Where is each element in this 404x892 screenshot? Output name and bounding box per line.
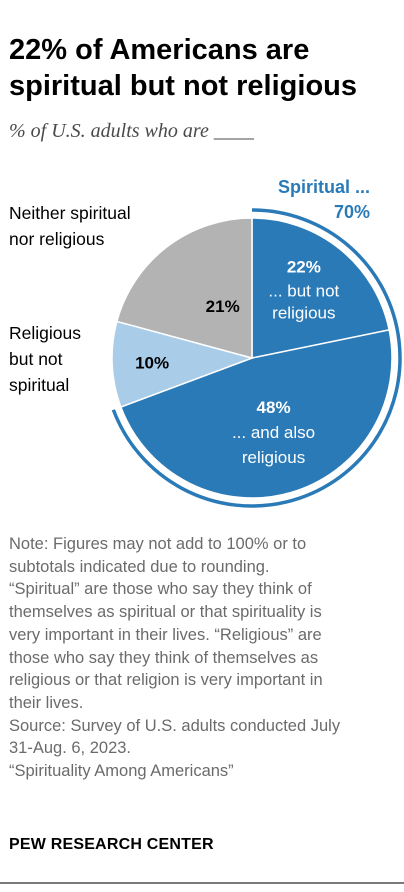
title-line-2: spiritual but not religious	[9, 70, 357, 102]
source-line: 31-Aug. 6, 2023.	[9, 739, 132, 758]
title-line-1: 22% of Americans are	[9, 34, 310, 66]
note-line: themselves as spiritual or that spiritua…	[9, 603, 322, 622]
outside-label-religious: spiritual	[9, 375, 69, 395]
pie-slice-3	[115, 217, 253, 359]
slice-value-label: 21%	[206, 297, 240, 316]
note-line: very important in their lives. “Religiou…	[9, 625, 322, 644]
note-line: their lives.	[9, 693, 84, 712]
outside-label-religious: but not	[9, 349, 63, 369]
chart-title: 22% of Americans are spiritual but not r…	[9, 32, 399, 104]
note-line: Note: Figures may not add to 100% or to	[9, 535, 307, 553]
spiritual-group-bracket	[111, 208, 402, 508]
slice-value-label: 22%	[287, 257, 321, 276]
note-line: “Spiritual” are those who say they think…	[9, 580, 312, 599]
pie-slice-2	[111, 320, 255, 408]
spiritual-group-label: Spiritual ...	[278, 177, 370, 197]
outside-label-neither: nor religious	[9, 229, 105, 249]
slice-text-label: ... and also	[232, 423, 315, 442]
bottom-divider	[0, 882, 404, 884]
pie-chart: 22% ... but not religious 48% ... and also re…	[9, 177, 402, 508]
chart-subtitle: % of U.S. adults who are ____	[9, 120, 254, 142]
note-line: subtotals indicated due to rounding.	[9, 557, 270, 576]
source-line: Source: Survey of U.S. adults conducted …	[9, 716, 341, 735]
slice-text-label: ... but not	[268, 281, 339, 300]
notes-block: Note: Figures may not add to 100% or to …	[9, 533, 399, 783]
outside-label-religious: Religious	[9, 323, 81, 343]
pie-slice-1	[119, 329, 393, 499]
slice-text-label: religious	[242, 448, 305, 467]
slice-value-label: 48%	[257, 398, 291, 417]
note-line: those who say they think of themselves a…	[9, 648, 319, 667]
spiritual-group-value: 70%	[334, 202, 370, 222]
note-line: religious or that religion is very impor…	[9, 671, 323, 690]
slice-text-label: religious	[272, 303, 335, 322]
outside-label-neither: Neither spiritual	[9, 203, 131, 223]
pie-slice-0	[251, 217, 391, 359]
pew-logo-text: PEW RESEARCH CENTER	[9, 836, 214, 853]
report-title: “Spirituality Among Americans”	[9, 762, 234, 781]
slice-value-label: 10%	[135, 354, 169, 373]
